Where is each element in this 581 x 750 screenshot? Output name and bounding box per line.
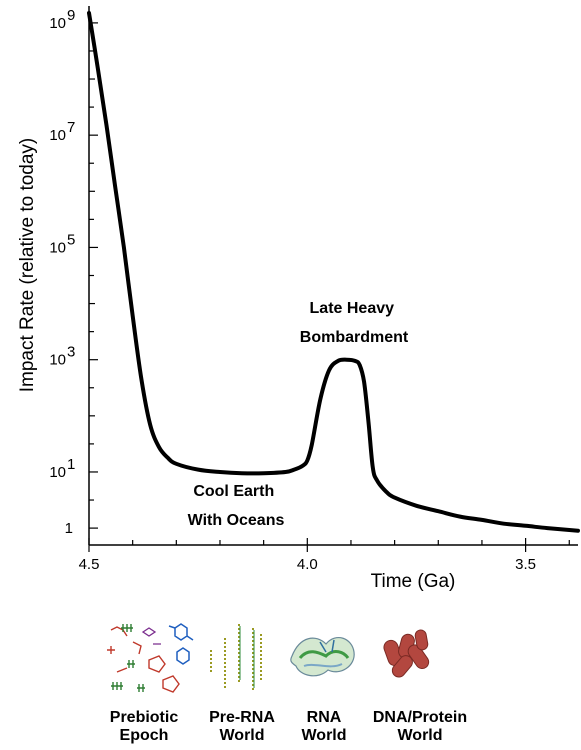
- y-tick-label: 10: [49, 464, 66, 481]
- world-label-line: Pre-RNA: [209, 709, 275, 726]
- x-tick-label: 4.5: [79, 556, 100, 573]
- world-label-dna-protein: DNA/Protein World: [355, 709, 485, 745]
- x-tick-label: 4.0: [297, 556, 318, 573]
- annotation-line: With Oceans: [188, 512, 285, 529]
- cells-icon: [383, 629, 430, 678]
- annotation-cool-earth: Cool Earth With Oceans: [188, 483, 285, 529]
- world-label-line: Prebiotic: [109, 709, 179, 726]
- world-label-line: World: [301, 727, 347, 744]
- annotation-line: Bombardment: [300, 329, 409, 346]
- y-tick-label: 10: [49, 352, 66, 369]
- world-label-line: World: [219, 727, 265, 744]
- x-axis-title: Time (Ga): [371, 571, 456, 592]
- y-tick-label: 10: [49, 15, 66, 32]
- world-label-line: RNA: [306, 709, 342, 726]
- ribozyme-icon: [290, 636, 355, 677]
- annotation-line: Cool Earth: [193, 483, 274, 500]
- annotation-late-heavy-bombardment: Late Heavy Bombardment: [300, 300, 409, 346]
- polymer-strands-icon: [210, 624, 262, 690]
- world-label-line: World: [397, 727, 443, 744]
- world-label-line: DNA/Protein: [372, 709, 468, 726]
- y-tick-exponent: 7: [67, 119, 75, 136]
- impact-rate-curve: [87, 11, 580, 533]
- y-tick-label: 10: [49, 127, 66, 144]
- y-axis-title: Impact Rate (relative to today): [17, 138, 38, 393]
- world-label-prebiotic: Prebiotic Epoch: [98, 709, 190, 745]
- y-tick-exponent: 1: [67, 456, 75, 473]
- y-tick-exponent: 9: [67, 7, 75, 24]
- y-tick-label: 1: [65, 520, 73, 537]
- world-label-rna: RNA World: [292, 709, 356, 745]
- y-tick-exponent: 5: [67, 231, 75, 248]
- y-tick-exponent: 3: [67, 344, 75, 361]
- x-tick-label: 3.5: [515, 556, 536, 573]
- world-label-line: Epoch: [119, 727, 169, 744]
- y-tick-label: 10: [49, 239, 66, 256]
- annotation-line: Late Heavy: [310, 300, 395, 317]
- world-label-pre-rna: Pre-RNA World: [196, 709, 288, 745]
- molecules-icon: [107, 623, 194, 693]
